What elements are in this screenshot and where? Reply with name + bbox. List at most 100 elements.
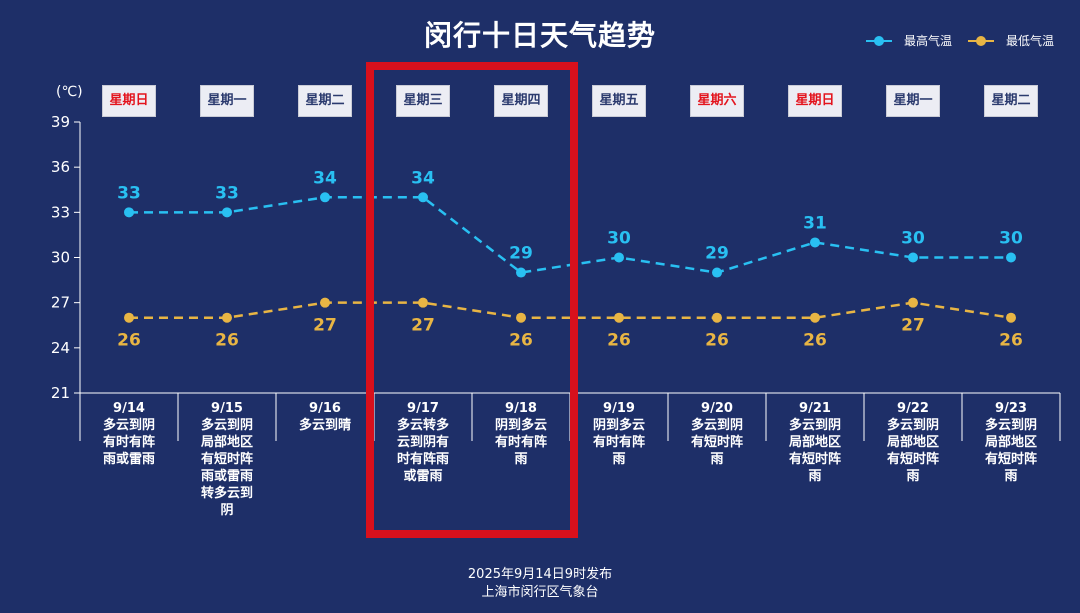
weather-description: 多云转多云到阴有时有阵雨或雷雨 xyxy=(396,418,449,484)
weather-description: 阴到多云有时有阵雨 xyxy=(592,418,645,467)
weather-description: 多云到阴局部地区有短时阵雨 xyxy=(984,418,1037,484)
publish-time: 2025年9月14日9时发布 xyxy=(467,567,613,582)
low-temp-point xyxy=(810,312,820,323)
legend-item-low[interactable]: 最低气温 xyxy=(967,32,1054,49)
date-label: 9/20 xyxy=(701,401,733,416)
date-label: 9/14 xyxy=(113,401,145,416)
legend-low-marker xyxy=(967,35,994,47)
weather-description: 多云到阴有时有阵雨或雷雨 xyxy=(102,418,155,467)
high-temp-label: 34 xyxy=(313,168,337,188)
low-temp-point xyxy=(614,312,624,323)
highlight-frame xyxy=(366,62,578,538)
weather-description: 多云到阴有短时阵雨 xyxy=(690,418,743,467)
weather-description: 多云到阴局部地区有短时阵雨或雷雨转多云到阴 xyxy=(200,418,253,518)
high-temp-point xyxy=(614,252,624,263)
low-temp-label: 27 xyxy=(901,316,925,336)
high-temp-label: 31 xyxy=(803,213,827,233)
high-temp-point xyxy=(810,237,820,248)
y-tick-label: 21 xyxy=(51,384,70,402)
y-tick-label: 39 xyxy=(51,113,70,131)
date-column: 9/16 多云到晴 xyxy=(280,400,370,434)
date-label: 9/18 xyxy=(505,401,537,416)
low-temp-point xyxy=(320,297,330,308)
high-temp-label: 29 xyxy=(705,244,729,264)
low-temp-point xyxy=(418,297,428,308)
low-temp-label: 27 xyxy=(313,316,337,336)
high-temp-point xyxy=(222,207,232,218)
y-tick-label: 30 xyxy=(51,249,70,267)
date-column: 9/20 多云到阴有短时阵雨 xyxy=(672,400,762,468)
weekday-label: 星期一 xyxy=(200,85,254,117)
weekday-label: 星期一 xyxy=(886,85,940,117)
date-label: 9/15 xyxy=(211,401,243,416)
weekday-label: 星期日 xyxy=(788,85,842,117)
date-label: 9/22 xyxy=(897,401,929,416)
legend: 最高气温 最低气温 xyxy=(850,32,1054,49)
high-temp-label: 34 xyxy=(411,168,435,188)
low-temp-label: 26 xyxy=(705,331,729,351)
footer: 2025年9月14日9时发布 上海市闵行区气象台 xyxy=(0,566,1080,602)
legend-high-label: 最高气温 xyxy=(903,34,952,48)
y-tick-label: 33 xyxy=(51,203,70,221)
high-temp-point xyxy=(1006,252,1016,263)
low-temp-label: 27 xyxy=(411,316,435,336)
weekday-label: 星期二 xyxy=(298,85,352,117)
high-temp-label: 30 xyxy=(901,229,925,249)
weekday-label: 星期四 xyxy=(494,85,548,117)
high-temp-point xyxy=(516,267,526,278)
weather-description: 多云到阴局部地区有短时阵雨 xyxy=(788,418,841,484)
low-temp-point xyxy=(1006,312,1016,323)
weekday-label: 星期六 xyxy=(690,85,744,117)
y-tick-label: 36 xyxy=(51,158,70,176)
high-temp-point xyxy=(908,252,918,263)
low-temp-label: 26 xyxy=(215,331,239,351)
date-column: 9/19 阴到多云有时有阵雨 xyxy=(574,400,664,468)
weather-description: 多云到晴 xyxy=(298,418,351,433)
high-temp-point xyxy=(418,192,428,203)
low-temp-point xyxy=(516,312,526,323)
date-column: 9/17 多云转多云到阴有时有阵雨或雷雨 xyxy=(378,400,468,485)
date-column: 9/21 多云到阴局部地区有短时阵雨 xyxy=(770,400,860,485)
high-temp-point xyxy=(712,267,722,278)
high-temp-label: 30 xyxy=(999,229,1023,249)
date-label: 9/17 xyxy=(407,401,439,416)
high-temp-label: 29 xyxy=(509,244,533,264)
low-temp-point xyxy=(908,297,918,308)
high-temp-label: 30 xyxy=(607,229,631,249)
y-axis-unit-label: (℃) xyxy=(56,84,83,100)
low-temp-label: 26 xyxy=(117,331,141,351)
date-column: 9/18 阴到多云有时有阵雨 xyxy=(476,400,566,468)
date-column: 9/22 多云到阴局部地区有短时阵雨 xyxy=(868,400,958,485)
legend-high-marker xyxy=(865,35,892,47)
high-temp-point xyxy=(124,207,134,218)
low-temp-point xyxy=(124,312,134,323)
high-temp-label: 33 xyxy=(117,183,141,203)
weekday-label: 星期二 xyxy=(984,85,1038,117)
weekday-label: 星期三 xyxy=(396,85,450,117)
date-label: 9/21 xyxy=(799,401,831,416)
weather-description: 多云到阴局部地区有短时阵雨 xyxy=(886,418,939,484)
high-temp-label: 33 xyxy=(215,183,239,203)
low-temp-label: 26 xyxy=(803,331,827,351)
y-tick-label: 24 xyxy=(51,339,70,357)
weekday-label: 星期五 xyxy=(592,85,646,117)
chart-title: 闵行十日天气趋势 xyxy=(423,19,656,52)
legend-low-label: 最低气温 xyxy=(1005,34,1054,48)
date-label: 9/16 xyxy=(309,401,341,416)
weather-description: 阴到多云有时有阵雨 xyxy=(494,418,547,467)
legend-item-high[interactable]: 最高气温 xyxy=(865,32,952,49)
publisher: 上海市闵行区气象台 xyxy=(481,585,599,600)
date-column: 9/23 多云到阴局部地区有短时阵雨 xyxy=(966,400,1056,485)
low-temp-label: 26 xyxy=(607,331,631,351)
y-tick-label: 27 xyxy=(51,294,70,312)
weekday-label: 星期日 xyxy=(102,85,156,117)
low-temp-point xyxy=(222,312,232,323)
low-temp-label: 26 xyxy=(999,331,1023,351)
date-label: 9/23 xyxy=(995,401,1027,416)
low-temp-label: 26 xyxy=(509,331,533,351)
date-column: 9/15 多云到阴局部地区有短时阵雨或雷雨转多云到阴 xyxy=(182,400,272,519)
date-label: 9/19 xyxy=(603,401,635,416)
date-column: 9/14 多云到阴有时有阵雨或雷雨 xyxy=(84,400,174,468)
low-temp-point xyxy=(712,312,722,323)
high-temp-point xyxy=(320,192,330,203)
